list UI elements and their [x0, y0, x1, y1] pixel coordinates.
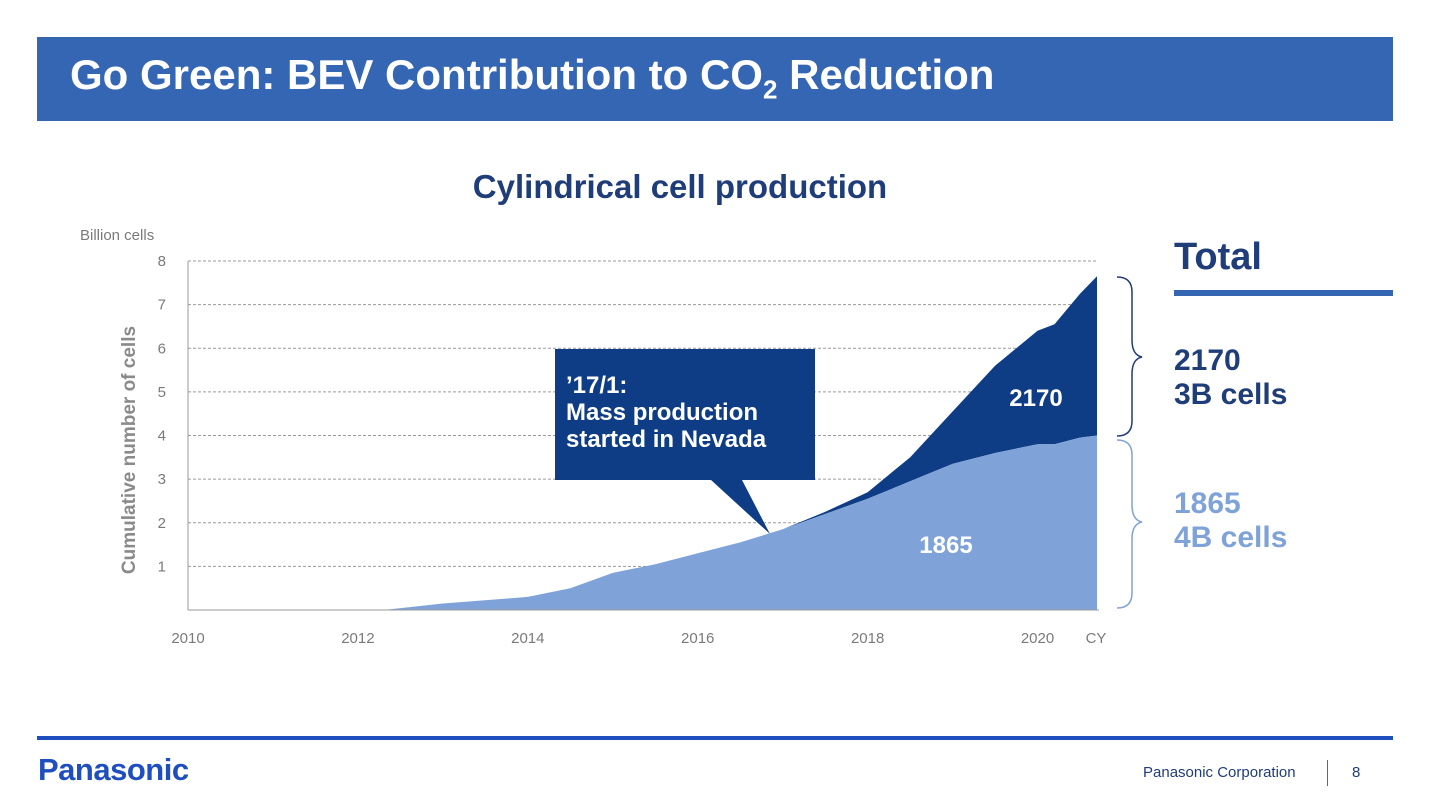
brace-1865 [1116, 439, 1143, 609]
series-1865-area [188, 435, 1097, 610]
x-tick-label: 2018 [851, 630, 884, 647]
y-tick-label: 1 [158, 558, 166, 575]
x-tick-label: 2020 [1021, 630, 1054, 647]
brace-2170 [1116, 276, 1143, 437]
y-tick-label: 2 [158, 515, 166, 532]
legend-braces [1116, 276, 1143, 609]
legend-2170: 2170 3B cells [1174, 344, 1288, 411]
axes [187, 261, 1099, 611]
x-tick-label: 2014 [511, 630, 544, 647]
panasonic-logo: Panasonic [38, 752, 189, 787]
y-tick-label: 3 [158, 471, 166, 488]
series-1865-label: 1865 [919, 532, 972, 559]
x-tick-label: 2016 [681, 630, 714, 647]
callout-box [555, 349, 815, 534]
y-tick-label: 4 [158, 428, 166, 445]
page-number: 8 [1352, 764, 1361, 781]
y-tick-label: 6 [158, 340, 166, 357]
title-bar: Go Green: BEV Contribution to CO2 Reduct… [37, 37, 1393, 121]
total-underline [1174, 290, 1393, 296]
footer-divider [1327, 760, 1328, 786]
area-series: 2170 1865 [188, 276, 1097, 610]
x-unit-label: CY [1086, 630, 1107, 647]
axis-labels: 1 2 3 4 5 6 7 8 2010 2012 2014 2016 2018 2020 CY Billio… [80, 227, 1106, 647]
callout-text: ’17/1: Mass production started in Nevada [566, 372, 767, 453]
y-tick-label: 7 [158, 297, 166, 314]
x-tick-label: 2010 [171, 630, 204, 647]
y-unit-label: Billion cells [80, 227, 154, 244]
chart-title: Cylindrical cell production [472, 168, 888, 205]
y-tick-label: 5 [158, 384, 166, 401]
total-label: Total [1174, 236, 1262, 278]
legend-1865: 1865 4B cells [1174, 487, 1288, 554]
callout-shape [555, 349, 815, 534]
slide-title: Go Green: BEV Contribution to CO2 Reduct… [70, 51, 995, 105]
series-2170-area [782, 276, 1097, 530]
x-tick-label: 2012 [341, 630, 374, 647]
footer-rule [37, 736, 1393, 740]
company-name: Panasonic Corporation [1143, 764, 1296, 781]
y-tick-label: 8 [158, 253, 166, 270]
y-axis-label: Cumulative number of cells [119, 326, 140, 574]
series-2170-label: 2170 [1009, 385, 1062, 412]
